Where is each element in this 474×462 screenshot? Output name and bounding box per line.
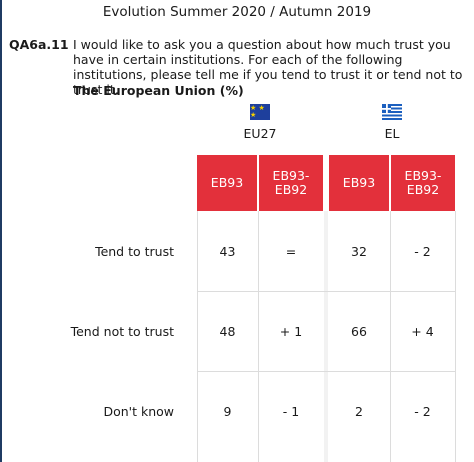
table-cell: - 2	[414, 404, 431, 419]
grid-line	[197, 291, 455, 292]
table-cell: 2	[355, 404, 363, 419]
grid-line	[197, 211, 198, 462]
table-subtitle: The European Union (%)	[73, 83, 244, 98]
left-frame-border	[0, 0, 2, 462]
column-header-el-change: EB93- EB92	[391, 155, 455, 211]
question-code: QA6a.11	[9, 37, 69, 52]
table-cell: + 4	[411, 324, 434, 339]
table-cell: 9	[223, 404, 232, 419]
column-header-eu27-eb93: EB93	[197, 155, 257, 211]
table-cell: 32	[351, 244, 367, 259]
grid-line	[390, 211, 391, 462]
grid-line	[455, 211, 456, 462]
eu-flag-icon: ★ ★ ★	[250, 104, 270, 120]
table-cell: - 1	[282, 404, 300, 419]
column-header-el-eb93: EB93	[329, 155, 389, 211]
row-label-tend-not-to-trust: Tend not to trust	[70, 324, 174, 339]
row-label-tend-to-trust: Tend to trust	[95, 244, 174, 259]
row-label-dont-know: Don't know	[103, 404, 174, 419]
group-label-el: EL	[384, 126, 400, 141]
table-cell: =	[285, 244, 297, 259]
question-text: I would like to ask you a question about…	[73, 37, 463, 97]
table-cell: + 1	[279, 324, 303, 339]
group-label-eu27: EU27	[243, 126, 277, 141]
table-cell: 66	[351, 324, 367, 339]
group-separator	[324, 211, 328, 462]
table-cell: 43	[219, 244, 236, 259]
page-heading: Evolution Summer 2020 / Autumn 2019	[102, 4, 372, 20]
table-cell: 48	[219, 324, 236, 339]
grid-line	[197, 371, 455, 372]
greece-flag-icon	[382, 104, 402, 120]
column-header-eu27-change: EB93- EB92	[259, 155, 323, 211]
table-cell: - 2	[414, 244, 431, 259]
grid-line	[258, 211, 259, 462]
